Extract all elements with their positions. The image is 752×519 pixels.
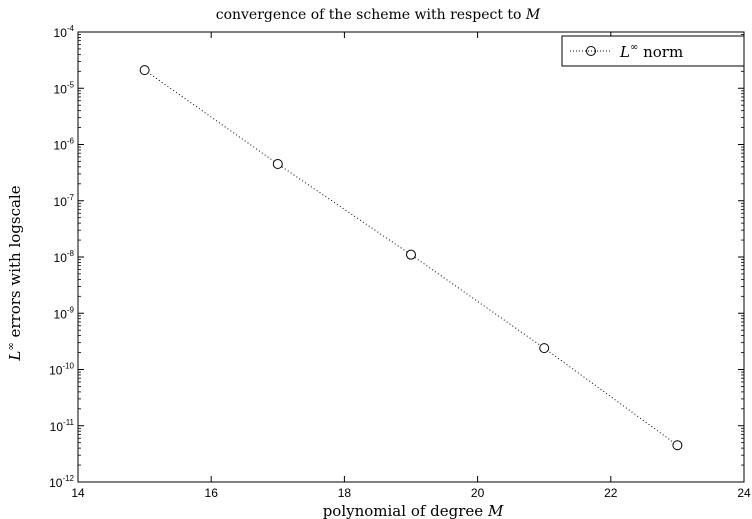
data-point-marker bbox=[139, 65, 150, 76]
y-tick-label: 10-10 bbox=[49, 362, 74, 378]
x-tick-label: 24 bbox=[737, 486, 751, 500]
data-point-marker bbox=[406, 249, 416, 260]
legend-marker-sample bbox=[586, 46, 596, 56]
y-tick-label: 10-12 bbox=[49, 474, 74, 490]
y-axis-label: L∞ errors with logscale bbox=[6, 185, 24, 361]
data-point-marker bbox=[539, 343, 550, 354]
series-layer bbox=[139, 65, 683, 451]
x-tick-label: 22 bbox=[604, 486, 618, 500]
x-tick-label: 18 bbox=[338, 486, 352, 500]
data-point-marker bbox=[272, 159, 283, 170]
chart-title: convergence of the scheme with respect t… bbox=[216, 7, 541, 23]
y-tick-label: 10-7 bbox=[54, 193, 75, 209]
data-point-marker bbox=[672, 440, 683, 451]
x-tick-label: 14 bbox=[71, 486, 85, 500]
series-line bbox=[144, 69, 678, 446]
x-axis-ticks: 14 16 18 20 22 24 bbox=[71, 32, 751, 500]
y-tick-label: 10-9 bbox=[54, 305, 75, 321]
y-tick-label: 10-6 bbox=[54, 137, 75, 153]
y-axis-ticks: 10-12 10-11 10-10 10-9 10-8 10-7 10-6 10-5 10-4 bbox=[49, 24, 744, 490]
y-tick-label: 10-4 bbox=[54, 24, 75, 40]
y-tick-label: 10-8 bbox=[54, 249, 75, 265]
y-tick-label: 10-5 bbox=[54, 80, 75, 96]
x-axis-label: polynomial of degree M bbox=[323, 502, 504, 519]
legend-entry-label: L∞ norm bbox=[619, 42, 683, 61]
x-tick-label: 20 bbox=[471, 486, 485, 500]
legend: L∞ norm bbox=[561, 35, 745, 67]
legend-box bbox=[561, 35, 745, 67]
x-tick-label: 16 bbox=[205, 486, 219, 500]
y-tick-label: 10-11 bbox=[50, 418, 75, 434]
